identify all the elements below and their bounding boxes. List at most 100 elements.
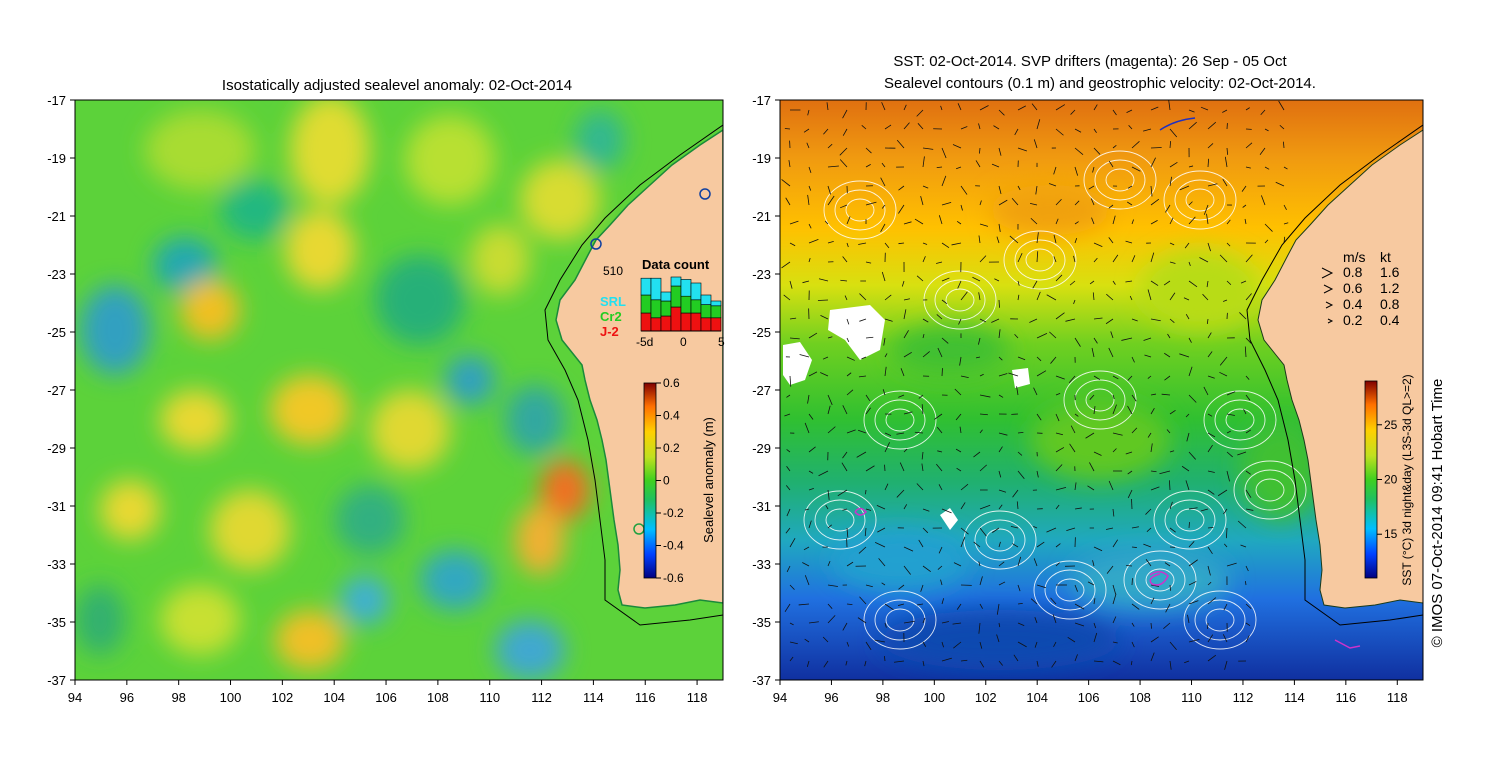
velocity-vector	[921, 451, 924, 460]
velocity-vector	[1112, 616, 1117, 624]
velocity-vector	[1223, 603, 1228, 611]
velocity-vector	[1074, 482, 1077, 491]
velocity-vector	[896, 139, 905, 149]
velocity-vector	[1260, 109, 1266, 116]
velocity-vector	[859, 318, 867, 322]
velocity-vector	[1207, 183, 1218, 187]
tide-gauge-marker	[699, 188, 711, 200]
left-y-tick-label: -25	[47, 325, 66, 340]
velocity-vector	[1222, 634, 1228, 643]
velocity-vector	[1206, 318, 1209, 324]
data-count-bar-j2	[680, 312, 692, 332]
velocity-vector	[959, 356, 962, 366]
sealevel-contour	[823, 180, 897, 240]
velocity-vector	[1245, 254, 1253, 263]
velocity-vector	[827, 195, 835, 206]
velocity-vector	[1283, 204, 1287, 211]
velocity-vector	[1074, 221, 1079, 225]
velocity-vector	[953, 641, 962, 649]
velocity-vector	[884, 603, 894, 611]
velocity-vector	[1089, 462, 1095, 472]
velocity-vector	[1034, 617, 1038, 624]
velocity-vector	[941, 242, 950, 248]
velocity-vector	[1017, 294, 1020, 301]
velocity-vector	[972, 276, 981, 282]
sla-colorbar: 0.6 0.4 0.2 0 -0.2 -0.4 -0.6 Sealevel anomaly …	[643, 376, 716, 585]
velocity-vector	[1017, 356, 1026, 361]
velocity-vector	[882, 389, 886, 396]
velocity-vector	[1074, 603, 1085, 610]
velocity-vector	[1169, 409, 1176, 415]
velocity-vector	[1125, 280, 1133, 283]
sealevel-contour	[1233, 460, 1307, 520]
velocity-vector	[1036, 356, 1042, 362]
sla-colorbar-tick-label: 0.6	[663, 376, 680, 390]
velocity-vector	[827, 426, 836, 434]
velocity-vector	[802, 280, 810, 284]
velocity-vector	[1169, 217, 1174, 225]
velocity-vector	[941, 621, 950, 624]
right-x-tick-label: 102	[975, 690, 997, 705]
right-y-tick-label: -27	[752, 383, 771, 398]
velocity-vector	[1207, 654, 1217, 662]
velocity-vector	[1055, 128, 1064, 136]
velocity-vector	[818, 470, 829, 477]
velocity-vector	[808, 621, 819, 624]
velocity-vector	[938, 215, 943, 225]
velocity-vector	[1244, 346, 1247, 358]
data-count-bar-j2	[690, 312, 702, 332]
velocity-vector	[1200, 106, 1209, 111]
velocity-vector	[1033, 526, 1038, 529]
velocity-vector	[1070, 109, 1076, 115]
velocity-vector	[1130, 660, 1133, 666]
velocity-vector	[1264, 166, 1270, 170]
velocity-vector	[1169, 161, 1178, 168]
velocity-vector	[936, 314, 943, 320]
velocity-vector	[1012, 489, 1019, 498]
velocity-vector	[865, 201, 877, 206]
velocity-vector	[1188, 451, 1197, 460]
velocity-vector	[1147, 432, 1152, 438]
velocity-vector	[1128, 125, 1133, 130]
velocity-vector	[784, 413, 791, 417]
right-y-tick-label: -35	[752, 615, 771, 630]
velocity-vector	[1112, 394, 1115, 400]
right-y-axis: -17 -19 -21 -23 -25 -27 -29 -31 -33 -35 -37	[752, 93, 780, 688]
velocity-vector	[1016, 501, 1019, 510]
velocity-vector	[1167, 333, 1171, 339]
velocity-vector	[1207, 143, 1214, 149]
velocity-vector	[1207, 158, 1210, 168]
velocity-vector	[1074, 237, 1078, 244]
velocity-vector	[1188, 638, 1200, 643]
sealevel-contour	[1203, 390, 1277, 450]
velocity-vector	[1112, 508, 1115, 517]
velocity-vector	[979, 105, 989, 111]
velocity-vector	[858, 546, 867, 554]
velocity-vector	[878, 558, 886, 567]
velocity-vector	[896, 432, 905, 435]
velocity-vector	[1188, 121, 1197, 130]
velocity-vector	[952, 144, 962, 149]
sla-colorbar-tick-label: 0.2	[663, 441, 680, 455]
velocity-vector	[998, 504, 1003, 510]
velocity-vector	[858, 242, 867, 245]
velocity-vector	[1150, 106, 1159, 111]
sealevel-contour	[1185, 188, 1215, 212]
sealevel-contour	[1134, 559, 1186, 601]
velocity-vector	[922, 333, 925, 339]
velocity-vector	[789, 280, 793, 289]
velocity-vector	[998, 660, 1003, 666]
velocity-vector	[1223, 543, 1228, 548]
legend-j2: J-2	[600, 324, 619, 339]
velocity-vector	[940, 105, 943, 111]
velocity-vector	[1055, 218, 1059, 225]
velocity-vector	[903, 351, 912, 358]
velocity-vector	[1245, 394, 1251, 401]
velocity-vector	[941, 641, 944, 648]
velocity-vector	[979, 223, 989, 227]
velocity-vector	[1150, 636, 1159, 643]
velocity-vector	[1199, 257, 1209, 263]
velocity-vector	[1206, 213, 1209, 225]
velocity-vector	[900, 368, 905, 377]
velocity-vector	[789, 622, 794, 626]
